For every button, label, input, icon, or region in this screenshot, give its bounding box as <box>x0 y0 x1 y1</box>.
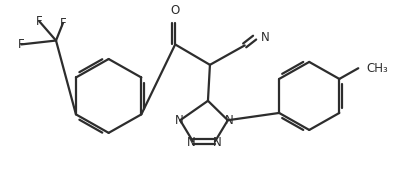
Text: N: N <box>261 31 269 44</box>
Text: CH₃: CH₃ <box>366 62 388 75</box>
Text: F: F <box>18 38 24 51</box>
Text: F: F <box>36 15 43 28</box>
Text: O: O <box>170 4 180 17</box>
Text: N: N <box>225 114 233 127</box>
Text: N: N <box>213 136 221 149</box>
Text: N: N <box>175 114 184 127</box>
Text: F: F <box>60 17 66 30</box>
Text: N: N <box>187 136 195 149</box>
